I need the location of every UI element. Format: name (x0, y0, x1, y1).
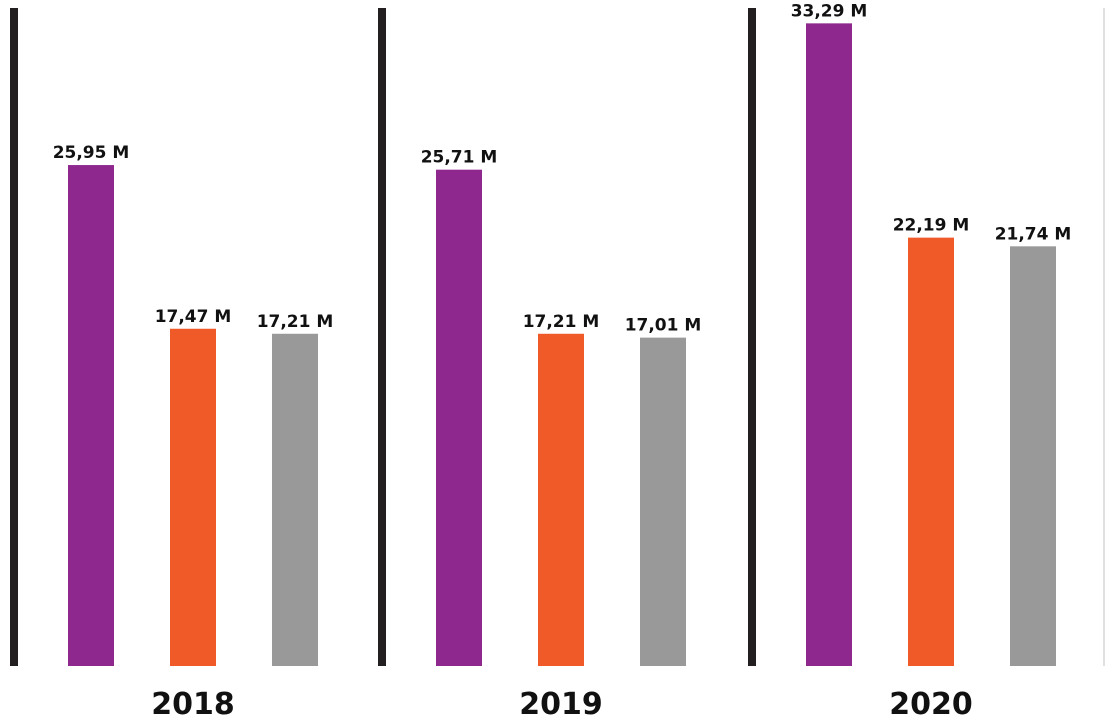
value-label-2020-series-2: 22,19 M (893, 216, 970, 236)
bar-2019-series-2 (538, 333, 584, 666)
value-label-2018-series-2: 17,47 M (155, 307, 232, 327)
value-label-2018-series-3: 17,21 M (257, 312, 334, 332)
value-label-2018-series-1: 25,95 M (53, 143, 130, 163)
value-label-2020-series-1: 33,29 M (791, 1, 868, 21)
category-label-2018: 2018 (151, 687, 235, 722)
bar-2019-series-3 (640, 337, 686, 666)
panel-separator-2019 (378, 8, 386, 666)
category-label-2019: 2019 (519, 687, 603, 722)
value-label-2019-series-2: 17,21 M (523, 312, 600, 332)
bar-2018-series-3 (272, 333, 318, 666)
bar-2020-series-3 (1010, 246, 1056, 666)
value-label-2019-series-3: 17,01 M (625, 316, 702, 336)
panel-separator-2020 (748, 8, 756, 666)
value-label-2019-series-1: 25,71 M (421, 148, 498, 168)
panel-separator-2018 (10, 8, 18, 666)
chart-right-edge (1103, 8, 1105, 666)
category-label-2020: 2020 (889, 687, 973, 722)
bar-2018-series-2 (170, 328, 216, 666)
bar-2019-series-1 (436, 169, 482, 666)
bar-2020-series-1 (806, 23, 852, 666)
bar-2020-series-2 (908, 237, 954, 666)
bar-2018-series-1 (68, 165, 114, 666)
value-label-2020-series-3: 21,74 M (995, 224, 1072, 244)
